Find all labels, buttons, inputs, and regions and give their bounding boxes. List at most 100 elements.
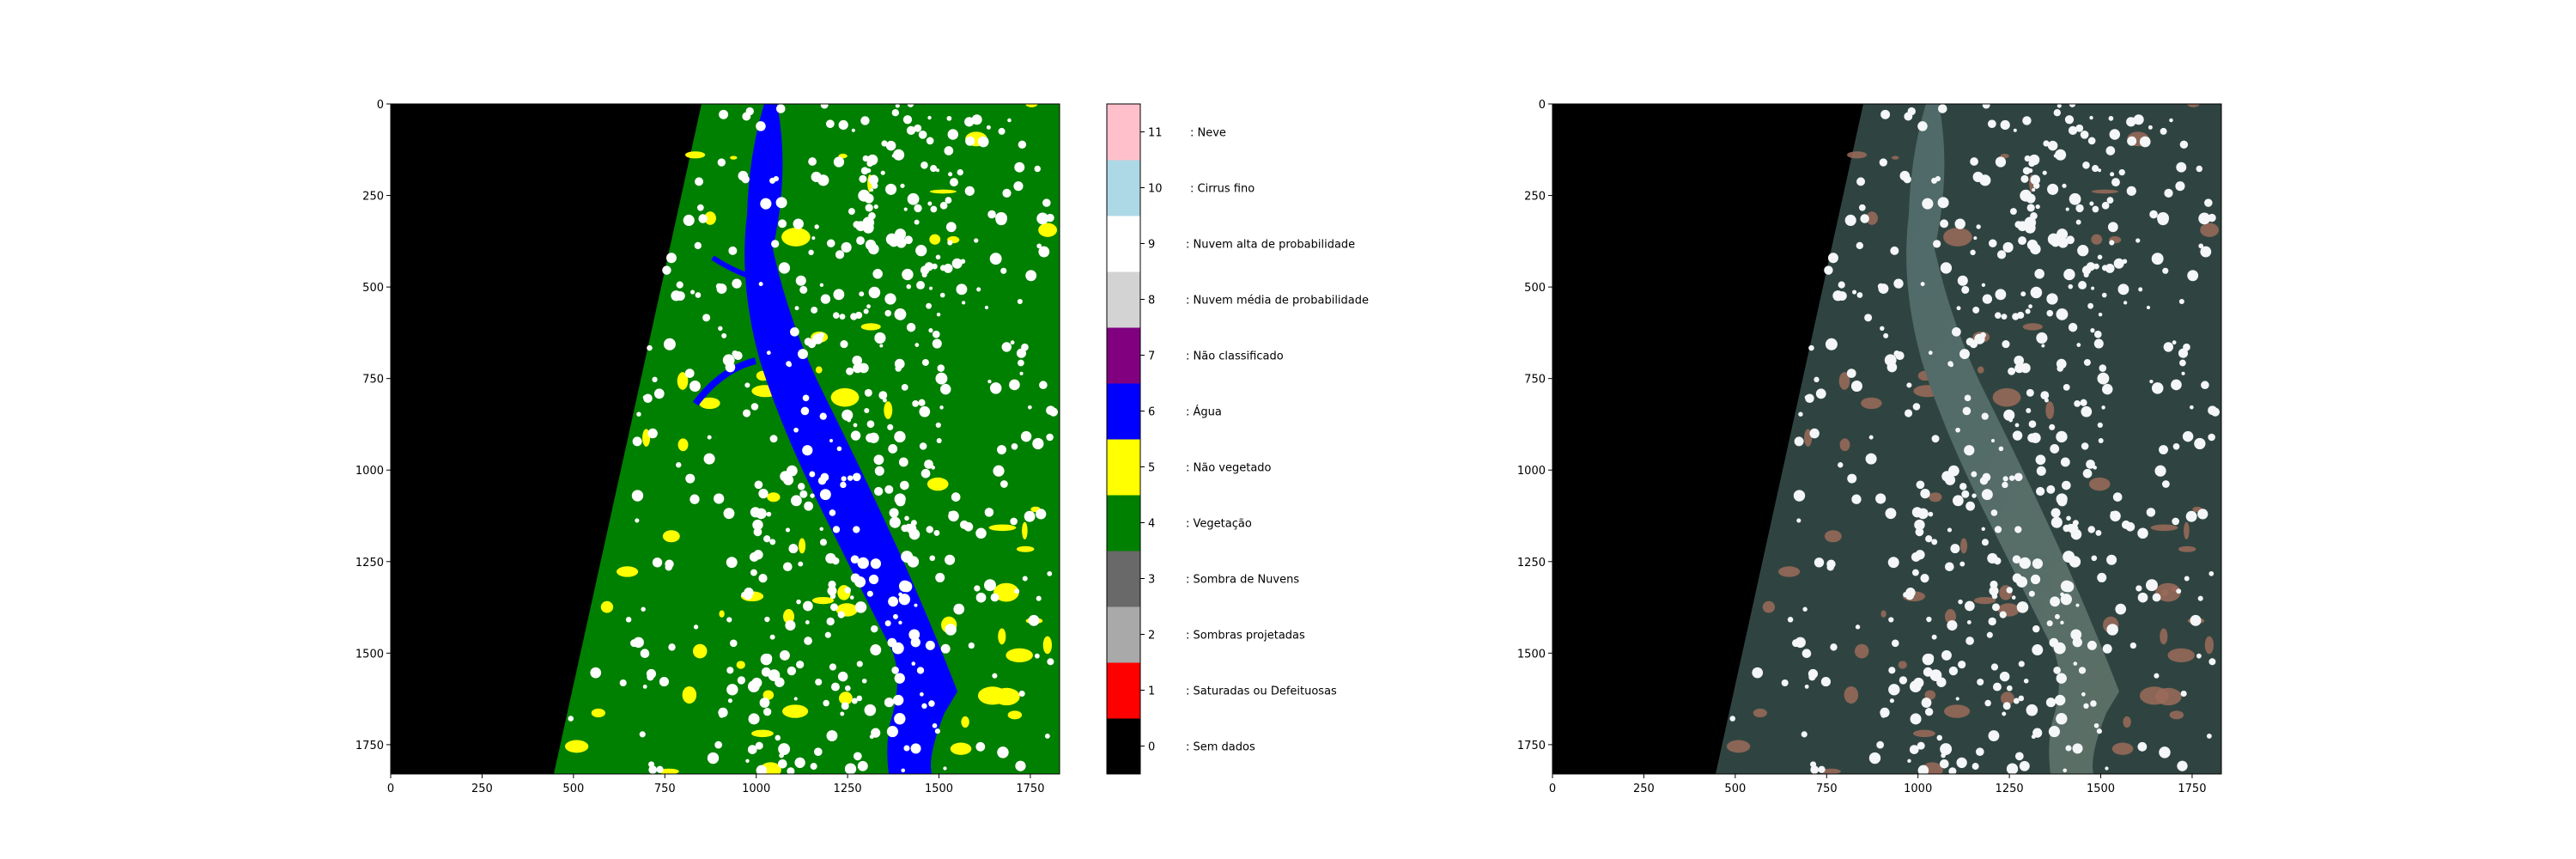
y-axis: 0 250 500 750 1000 1250 1500 1750 — [1517, 99, 1552, 752]
cloud — [2014, 423, 2020, 428]
non-vegetated-patch — [884, 401, 893, 419]
cloud — [836, 446, 842, 452]
cloud — [1883, 332, 1889, 338]
cloud — [1827, 253, 1838, 264]
non-vegetated-patch — [767, 492, 781, 503]
cloud — [866, 420, 875, 429]
cloud — [1947, 527, 1953, 533]
cloud — [2065, 745, 2072, 752]
cloud — [759, 698, 770, 708]
cloud — [2105, 264, 2115, 273]
cloud — [808, 157, 817, 166]
cloud — [2013, 128, 2017, 132]
non-vegetated-patch — [929, 234, 941, 245]
cloud — [1036, 212, 1049, 225]
cloud — [2091, 555, 2098, 562]
cloud — [829, 663, 837, 671]
cloud — [1955, 697, 1959, 701]
cloud — [2101, 292, 2107, 298]
cloud — [945, 554, 956, 565]
cloud — [1801, 731, 1807, 738]
cloud — [665, 253, 677, 264]
cloud — [795, 275, 806, 286]
non-vegetated-patch — [1038, 222, 1058, 237]
cloud — [945, 197, 952, 204]
bare-soil-patch — [1824, 530, 1842, 543]
cloud — [2046, 293, 2058, 305]
cloud — [786, 361, 792, 367]
cloud — [1856, 241, 1863, 250]
cloud — [1846, 369, 1856, 378]
cloud — [2081, 691, 2086, 697]
cloud — [2048, 726, 2060, 738]
legend-label: : Vegetação — [1186, 518, 1252, 531]
cloud — [2185, 510, 2197, 522]
cloud — [2014, 355, 2025, 366]
cloud — [957, 168, 963, 176]
cloud — [1936, 677, 1947, 687]
cloud — [1888, 667, 1896, 674]
cloud — [2028, 154, 2040, 166]
cloud — [641, 606, 646, 612]
bare-soil-patch — [1960, 538, 1968, 554]
cloud — [892, 694, 904, 706]
cloud — [2063, 383, 2070, 391]
cloud — [943, 264, 953, 273]
y-tick-label: 0 — [1539, 99, 1546, 112]
cloud — [1945, 562, 1954, 572]
cloud — [2003, 409, 2015, 421]
cloud — [590, 667, 602, 679]
cloud — [840, 711, 845, 716]
colorbar-segment — [1107, 495, 1140, 551]
cloud — [1891, 639, 1899, 648]
cloud — [783, 562, 793, 572]
cloud — [783, 474, 794, 485]
cloud — [835, 250, 845, 259]
cloud — [914, 603, 918, 607]
cloud — [2028, 590, 2035, 597]
cloud — [844, 763, 857, 774]
cloud — [756, 508, 767, 520]
cloud — [912, 399, 920, 407]
cloud — [935, 572, 945, 582]
cloud — [717, 158, 726, 167]
cloud — [1879, 158, 1887, 167]
cloud — [744, 382, 750, 388]
cloud — [2008, 367, 2016, 375]
cloud — [1820, 677, 1831, 687]
cloud — [1046, 213, 1054, 222]
cloud — [2026, 388, 2034, 397]
cloud — [1962, 406, 1971, 416]
cloud — [796, 661, 805, 669]
cloud — [927, 201, 933, 206]
cloud — [2197, 595, 2203, 601]
cloud — [684, 369, 695, 378]
legend-label: : Nuvem média de probabilidade — [1186, 295, 1369, 308]
cloud — [865, 204, 873, 212]
cloud — [914, 204, 922, 213]
cloud — [714, 493, 725, 504]
cloud — [841, 476, 847, 482]
cloud — [884, 620, 891, 627]
cloud — [906, 125, 916, 135]
cloud — [848, 208, 855, 216]
cloud — [2112, 492, 2123, 502]
cloud — [1988, 239, 1997, 248]
cloud — [1917, 508, 1929, 520]
cloud — [2097, 254, 2103, 260]
cloud — [878, 391, 888, 400]
cloud — [887, 637, 897, 648]
cloud — [2109, 129, 2121, 140]
cloud — [2063, 768, 2068, 773]
non-vegetated-patch — [692, 643, 708, 659]
cloud — [1885, 508, 1897, 520]
cloud — [920, 161, 928, 169]
cloud — [2089, 115, 2093, 120]
cloud — [945, 222, 957, 233]
cloud — [2187, 270, 2199, 282]
cloud — [2106, 197, 2114, 204]
cloud — [993, 465, 1005, 477]
y-tick-label: 1500 — [1517, 648, 1546, 661]
cloud — [860, 167, 869, 175]
cloud — [2157, 211, 2169, 224]
